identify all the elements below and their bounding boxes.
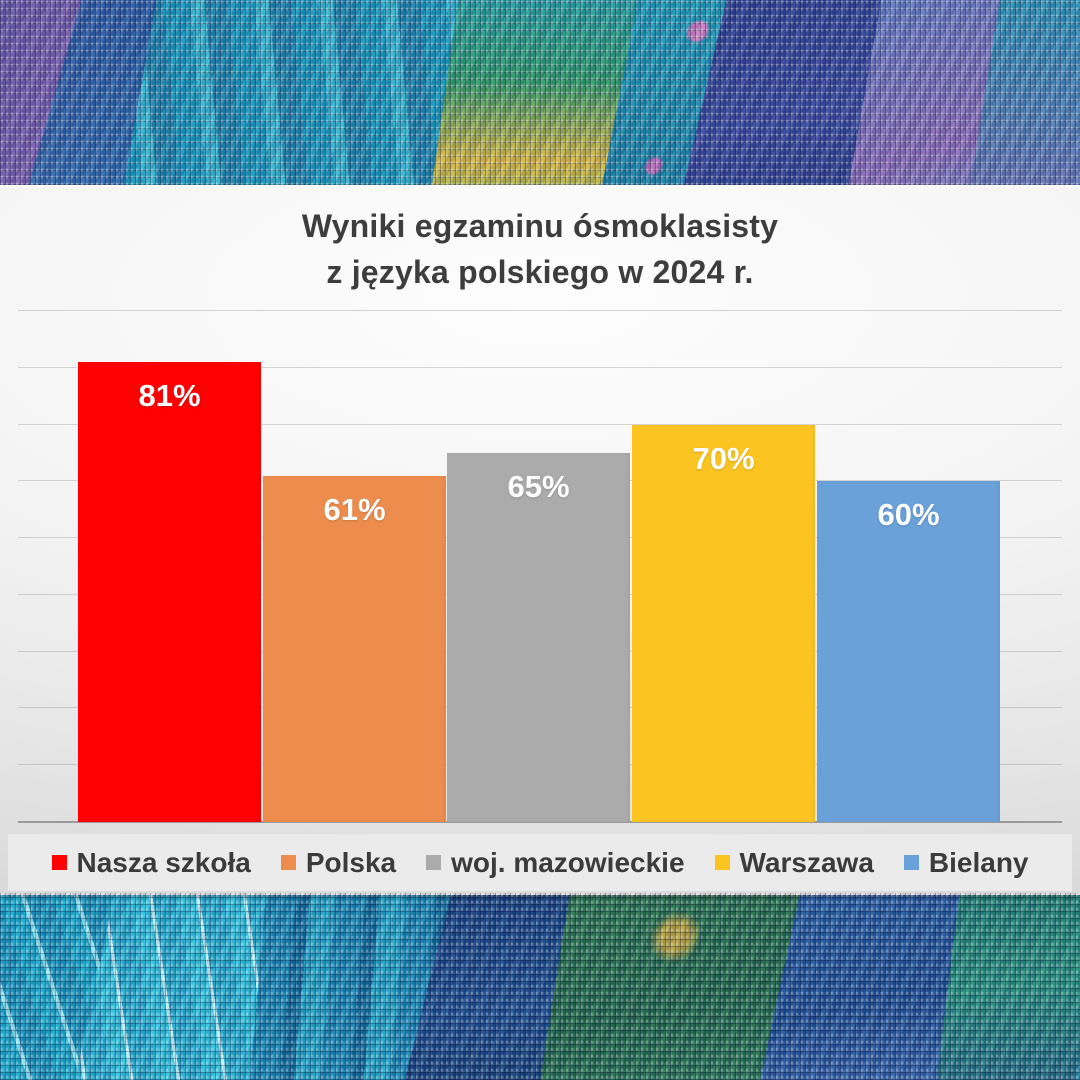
paint-patch: [965, 0, 1080, 185]
legend-item-polska: Polska: [280, 846, 397, 879]
data-label: 81%: [138, 378, 201, 413]
paint-patch: [535, 893, 825, 1080]
paint-patch: [932, 893, 1080, 1080]
paint-patch: [118, 0, 502, 185]
bar-warszawa: 70%: [632, 425, 815, 822]
legend-item-warszawa: Warszawa: [714, 846, 874, 879]
legend-swatch-icon: [280, 855, 296, 870]
legend-swatch-icon: [714, 855, 730, 870]
data-label: 70%: [692, 441, 755, 476]
chart-title: Wyniki egzaminu ósmoklasisty z języka po…: [0, 203, 1080, 295]
chart-legend: Nasza szkoła Polska woj. mazowieckie War…: [8, 834, 1072, 891]
paint-patch: [19, 0, 211, 185]
gridline: [18, 310, 1062, 311]
chart-title-line2: z języka polskiego w 2024 r.: [326, 254, 754, 290]
paint-patch: [0, 0, 177, 185]
data-label: 61%: [323, 492, 386, 527]
legend-label: Nasza szkoła: [76, 846, 251, 878]
legend-label: Bielany: [928, 846, 1029, 878]
gridline: [18, 367, 1062, 368]
canvas-texture-bottom: [0, 893, 1080, 1080]
bar-polska: 61%: [263, 476, 446, 822]
legend-item-nasza-szkola: Nasza szkoła: [51, 846, 251, 879]
data-label: 60%: [877, 497, 940, 532]
legend-swatch-icon: [426, 855, 442, 870]
paint-patch: [0, 893, 133, 1080]
paint-patch: [843, 0, 1037, 185]
bar-bielany: 60%: [817, 481, 1000, 822]
legend-label: Polska: [305, 846, 397, 878]
bar-woj-mazowieckie: 65%: [447, 453, 630, 822]
legend-item-woj-mazowieckie: woj. mazowieckie: [426, 846, 685, 879]
paint-patch: [247, 893, 464, 1080]
x-axis-line: [18, 821, 1062, 823]
legend-swatch-icon: [903, 855, 919, 870]
plot-area: 81% 61% 65% 70% 60%: [0, 187, 1080, 895]
legend-swatch-icon: [51, 855, 67, 870]
paint-patch: [427, 0, 678, 185]
paint-patch: [68, 893, 307, 1080]
legend-label: woj. mazowieckie: [451, 846, 685, 878]
chart-title-line1: Wyniki egzaminu ósmoklasisty: [301, 208, 779, 244]
bar-nasza-szkola: 81%: [78, 362, 261, 822]
paint-patch: [397, 893, 624, 1080]
legend-label: Warszawa: [739, 846, 874, 878]
paint-patch: [676, 0, 929, 185]
paint-patch: [753, 893, 1002, 1080]
paint-patch: [596, 0, 764, 185]
data-label: 65%: [507, 469, 570, 504]
legend-item-bielany: Bielany: [903, 846, 1029, 879]
gridline: [18, 424, 1062, 425]
canvas-texture-top: [0, 0, 1080, 185]
chart-panel: Wyniki egzaminu ósmoklasisty z języka po…: [0, 185, 1080, 895]
